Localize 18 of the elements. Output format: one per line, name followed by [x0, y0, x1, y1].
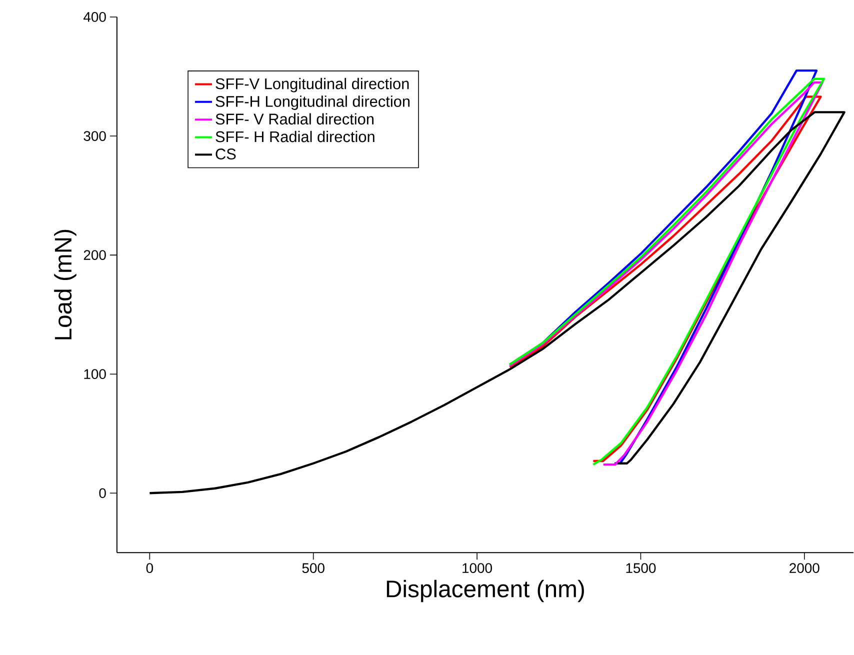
x-tick-label: 0 — [146, 563, 154, 574]
legend-label: SFF- H Radial direction — [216, 131, 374, 142]
y-tick-label: 0 — [99, 488, 106, 498]
x-axis-title: Displacement (nm) — [386, 580, 584, 602]
y-tick-label: 100 — [84, 369, 106, 380]
legend-label: SFF- V Radial direction — [216, 113, 374, 125]
line-series — [148, 111, 846, 494]
legend-label: SFF-V Longitudinal direction — [216, 78, 409, 92]
legend-label: CS — [216, 148, 236, 160]
x-tick-label: 2000 — [790, 563, 820, 574]
x-tick-label: 1000 — [462, 563, 492, 574]
y-tick-label: 300 — [84, 131, 106, 142]
x-tick-label: 1500 — [626, 563, 656, 574]
y-tick-label: 200 — [84, 250, 106, 260]
y-axis-title: Load (mN) — [54, 230, 76, 340]
legend-label: SFF-H Longitudinal direction — [216, 96, 410, 110]
x-tick-label: 500 — [302, 563, 324, 574]
y-tick-label: 400 — [84, 12, 106, 22]
